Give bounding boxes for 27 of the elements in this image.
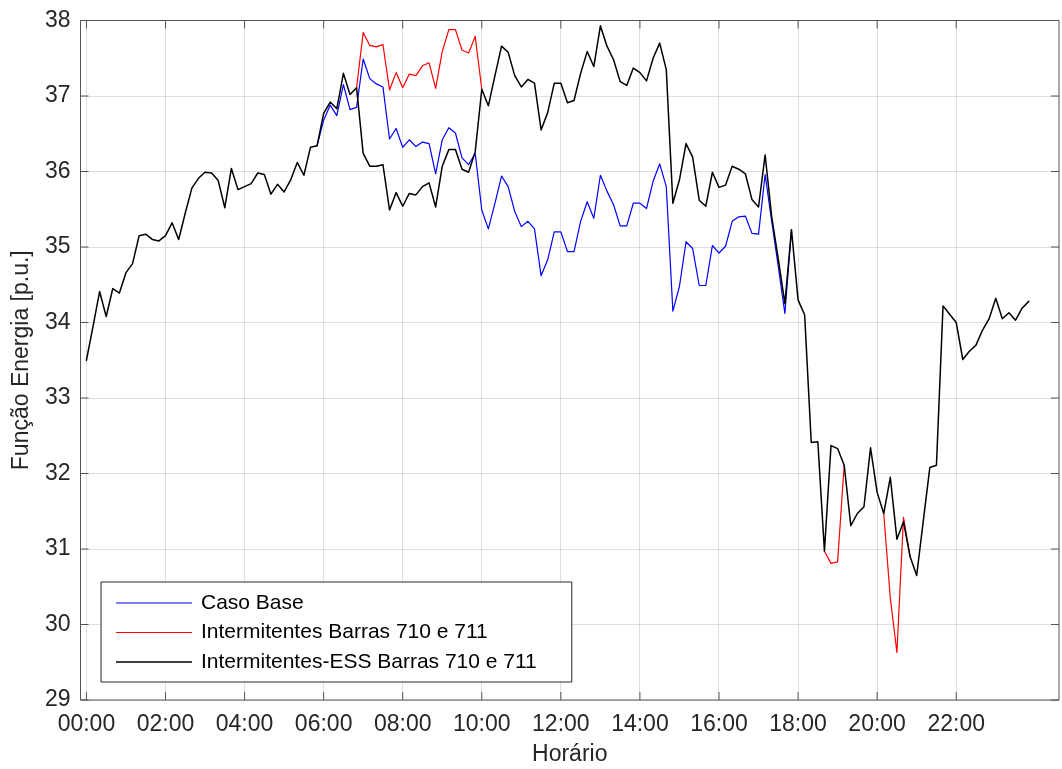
x-tick-label: 02:00 (136, 710, 195, 737)
y-axis-title: Função Energia [p.u.] (7, 250, 34, 471)
y-tick-label: 29 (44, 685, 71, 712)
x-tick-label: 14:00 (611, 710, 669, 737)
x-tick-label: 06:00 (294, 710, 353, 737)
y-tick-label: 37 (44, 81, 71, 108)
y-tick-label: 36 (44, 156, 71, 183)
x-axis-title: Horário (532, 739, 608, 766)
x-tick-label: 22:00 (927, 710, 985, 737)
x-tick-label: 04:00 (215, 710, 274, 737)
y-tick-label: 33 (44, 383, 71, 410)
y-tick-label: 34 (44, 307, 71, 334)
x-tick-label: 18:00 (769, 710, 827, 737)
x-tick-label: 08:00 (373, 710, 432, 737)
y-tick-label: 32 (44, 458, 71, 485)
y-tick-label: 38 (44, 5, 71, 32)
x-tick-label: 20:00 (848, 710, 906, 737)
y-tick-label: 31 (44, 534, 71, 561)
x-tick-label: 10:00 (453, 710, 511, 737)
legend-label: Caso Base (201, 589, 304, 613)
y-tick-label: 35 (44, 232, 71, 259)
x-tick-label: 16:00 (690, 710, 748, 737)
y-tick-label: 30 (44, 609, 71, 636)
legend-label: Intermitentes Barras 710 e 711 (201, 619, 488, 643)
legend-label: Intermitentes-ESS Barras 710 e 711 (201, 648, 537, 672)
x-tick-label: 00:00 (57, 710, 116, 737)
x-tick-label: 12:00 (532, 710, 590, 737)
